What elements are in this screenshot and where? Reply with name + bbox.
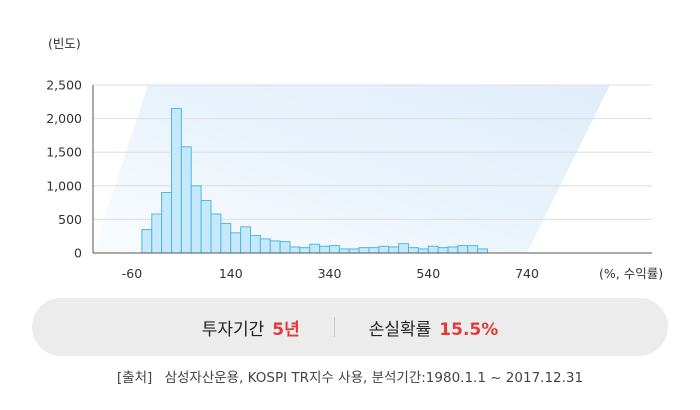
histogram-bar: [161, 192, 172, 254]
histogram-bar: [398, 243, 409, 254]
x-tick-label: 140: [219, 266, 243, 281]
y-tick-label: 500: [58, 212, 82, 227]
source-note: [출처] 삼성자산운용, KOSPI TR지수 사용, 분석기간:1980.1.…: [0, 366, 700, 386]
histogram-bar: [329, 245, 340, 254]
histogram-bar: [141, 228, 153, 254]
histogram-bar: [151, 213, 163, 254]
histogram-bar: [289, 246, 301, 254]
source-prefix: [출처]: [116, 370, 153, 386]
histogram-bar: [250, 235, 261, 254]
y-axis-unit: (빈도): [48, 36, 81, 51]
background-band: [93, 85, 610, 253]
histogram-bar: [368, 247, 380, 254]
y-tick-label: 1,500: [46, 145, 82, 160]
investment-period: 투자기간 5년: [202, 315, 300, 340]
y-tick-label: 1,000: [46, 178, 82, 193]
histogram-bar: [240, 226, 251, 254]
histogram-bar: [388, 246, 400, 254]
y-tick-label: 0: [74, 246, 82, 261]
loss-value: 15.5%: [439, 319, 499, 340]
x-tick-labels: -60 140 340 540 740: [122, 266, 539, 281]
histogram-bar: [338, 248, 350, 254]
summary-box: 투자기간 5년 손실확률 15.5%: [32, 298, 668, 356]
histogram-bar: [259, 238, 271, 254]
histogram-bar: [299, 247, 311, 254]
histogram-bar: [269, 240, 281, 254]
x-tick-label: 340: [318, 266, 342, 281]
histogram-bar: [358, 247, 370, 254]
y-tick-label: 2,500: [46, 78, 82, 93]
period-label: 투자기간: [201, 319, 265, 340]
histogram-bar: [447, 246, 459, 254]
histogram-bar: [210, 213, 222, 254]
histogram-bar: [319, 245, 330, 254]
histogram-bar: [200, 200, 212, 254]
histogram-bar: [348, 248, 360, 254]
x-tick-label: -60: [122, 266, 142, 281]
histogram-bars: [141, 108, 488, 254]
x-tick-label: 740: [515, 266, 539, 281]
histogram-bar: [477, 248, 488, 254]
x-tick-label: 540: [416, 266, 440, 281]
histogram-bar: [467, 245, 479, 254]
return-histogram: (빈도) 2,500 2,000 1,500 1,000 500 0 -60 140 340 5…: [46, 36, 663, 281]
histogram-bar: [417, 248, 429, 254]
histogram-bar: [180, 146, 192, 254]
histogram-bar: [309, 243, 321, 254]
histogram-bar: [230, 232, 242, 254]
loss-label: 손실확률: [368, 319, 432, 340]
histogram-bar: [190, 185, 202, 254]
loss-probability: 손실확률 15.5%: [369, 315, 499, 340]
histogram-bar: [220, 222, 232, 254]
histogram-bar: [427, 245, 439, 254]
histogram-bar: [171, 108, 182, 254]
histogram-bar: [279, 241, 291, 254]
histogram-bar: [378, 245, 390, 254]
y-tick-labels: 2,500 2,000 1,500 1,000 500 0: [46, 78, 82, 261]
histogram-bar: [408, 247, 419, 254]
period-value: 5년: [272, 319, 300, 340]
source-text: 삼성자산운용, KOSPI TR지수 사용, 분석기간:1980.1.1 ~ 2…: [164, 370, 584, 386]
summary-divider: [333, 317, 335, 337]
x-axis-unit: (%, 수익률): [599, 266, 663, 281]
histogram-bar: [457, 245, 469, 254]
gridlines: [93, 84, 652, 220]
y-tick-label: 2,000: [46, 111, 82, 126]
histogram-bar: [437, 247, 449, 254]
